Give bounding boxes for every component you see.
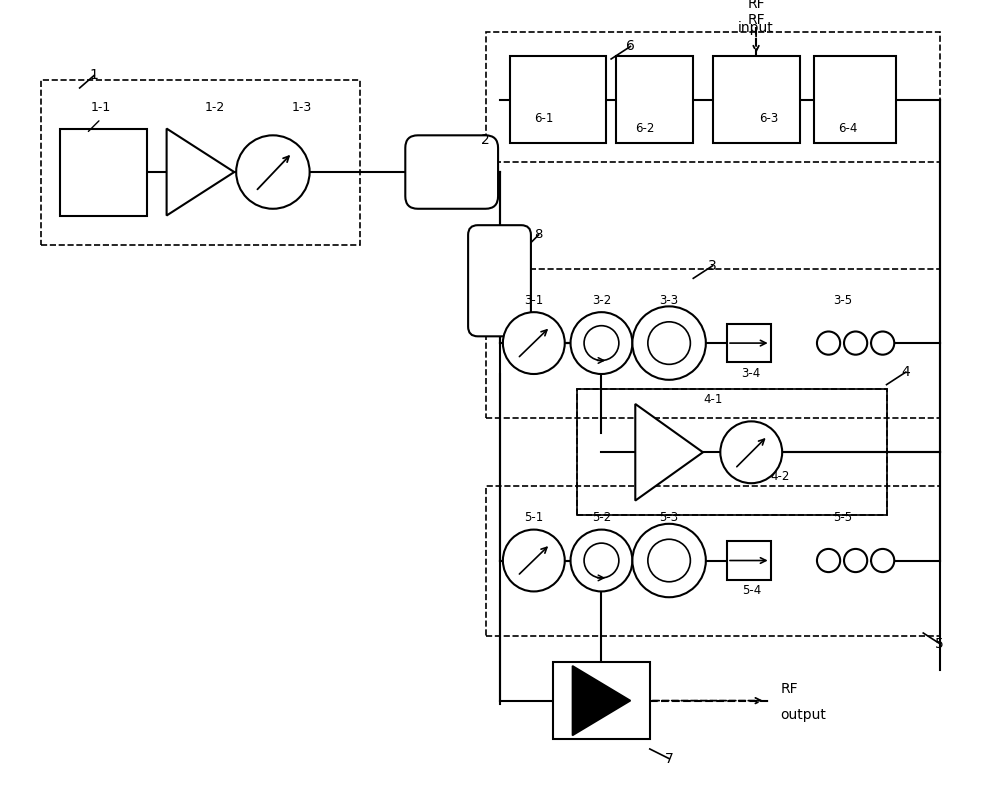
Bar [41,80,360,245]
Text: 1-2: 1-2 [205,101,225,114]
Text: 5-4: 5-4 [742,584,761,597]
Text: 3-4: 3-4 [742,366,761,379]
Circle shape [817,549,840,572]
Text: 8: 8 [534,229,543,242]
Text: 6: 6 [626,39,635,53]
Bar [727,324,771,362]
Circle shape [844,549,867,572]
Circle shape [844,332,867,355]
Polygon shape [635,404,703,501]
Text: RF: RF [780,682,798,696]
FancyBboxPatch shape [468,225,531,336]
Text: 7: 7 [665,752,673,766]
Text: 6-3: 6-3 [759,113,778,126]
Circle shape [571,312,632,374]
Circle shape [871,332,894,355]
Text: 6-4: 6-4 [838,122,858,135]
Bar [577,390,887,515]
Text: 1: 1 [90,68,99,82]
Circle shape [648,539,690,582]
Text: 2: 2 [481,133,490,147]
Circle shape [584,326,619,361]
Bar [510,56,606,143]
Text: 4: 4 [901,365,910,379]
Text: 3-5: 3-5 [833,294,853,307]
Text: RF: RF [747,13,765,27]
Bar [486,486,940,636]
Bar [486,32,940,163]
Bar [727,541,771,580]
Circle shape [632,307,706,380]
Text: 3-3: 3-3 [660,294,679,307]
Text: output: output [780,708,826,722]
Text: 5-3: 5-3 [660,511,679,525]
Text: 1-3: 1-3 [292,101,312,114]
Circle shape [503,312,565,374]
FancyBboxPatch shape [405,135,498,208]
Text: 6-2: 6-2 [635,122,655,135]
Text: 4-1: 4-1 [703,393,722,406]
Circle shape [236,135,310,208]
Bar [814,56,896,143]
Polygon shape [572,666,630,736]
Text: 3: 3 [708,258,717,273]
Circle shape [648,322,690,365]
Circle shape [632,524,706,597]
Bar [60,129,147,216]
Bar [553,662,650,739]
Text: 3-2: 3-2 [592,294,611,307]
Circle shape [503,530,565,592]
Circle shape [817,332,840,355]
Bar [486,269,940,419]
Text: 5-2: 5-2 [592,511,611,525]
Text: 5-5: 5-5 [833,511,853,525]
Text: RF: RF [747,0,765,10]
Bar [577,390,887,515]
Text: 5-1: 5-1 [524,511,543,525]
Circle shape [720,421,782,483]
Bar [713,56,800,143]
Text: 1-1: 1-1 [91,101,111,114]
Polygon shape [167,129,234,216]
Circle shape [871,549,894,572]
Text: 6-1: 6-1 [534,113,553,126]
Text: input: input [738,21,774,35]
Text: 3-1: 3-1 [524,294,543,307]
Bar [616,56,693,143]
Text: 4-2: 4-2 [771,470,790,483]
Circle shape [571,530,632,592]
Circle shape [584,543,619,578]
Text: 5: 5 [935,637,944,650]
